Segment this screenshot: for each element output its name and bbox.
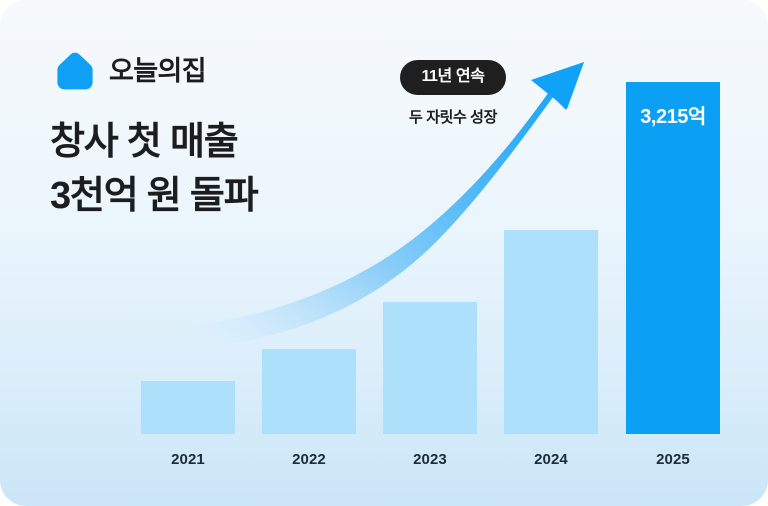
bar-2021 [141, 381, 235, 434]
bar-2023 [383, 302, 477, 434]
bar-2024 [504, 230, 598, 434]
house-logo-icon [54, 50, 96, 92]
x-axis-label-2021: 2021 [171, 451, 205, 468]
x-axis-label-2025: 2025 [656, 451, 690, 468]
bar-2022 [262, 349, 356, 434]
bar-2025: 3,215억 [626, 82, 720, 434]
bar-value-2025: 3,215억 [640, 106, 706, 128]
x-axis-label-2023: 2023 [413, 451, 447, 468]
x-axis-label-2022: 2022 [292, 451, 326, 468]
x-axis-label-2024: 2024 [534, 451, 568, 468]
